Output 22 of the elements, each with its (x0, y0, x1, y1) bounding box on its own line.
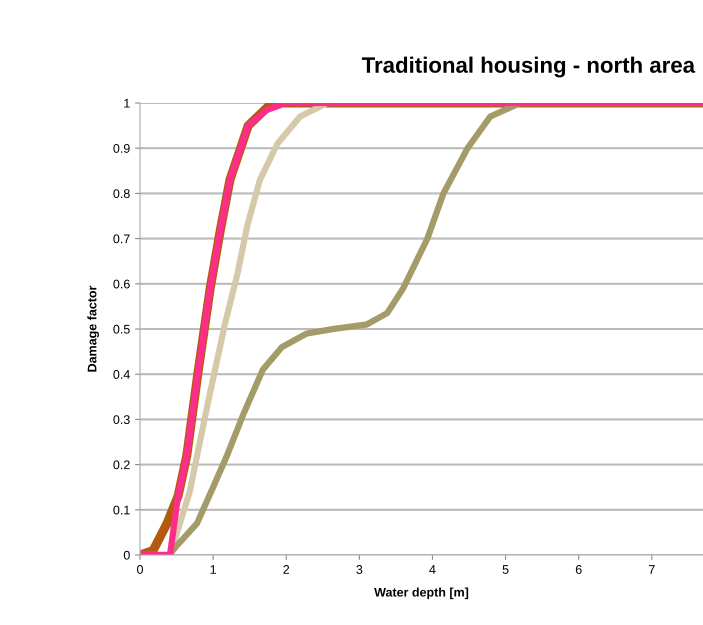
y-tick-label: 0.3 (113, 415, 130, 424)
x-tick-label: 6 (576, 565, 582, 574)
x-axis-title: Water depth [m] (374, 587, 468, 600)
x-tick-label: 1 (210, 565, 216, 574)
x-tick-label: 2 (283, 565, 290, 574)
x-tick-label: 4 (429, 565, 436, 574)
x-tick-label: 3 (356, 565, 362, 574)
y-tick-label: 0 (124, 550, 130, 560)
y-tick-label: 0.8 (113, 189, 130, 198)
y-tick-label: 0.9 (113, 144, 130, 153)
x-tick-label: 7 (648, 565, 655, 574)
y-tick-label: 0.4 (113, 370, 130, 379)
y-tick-label: 0.1 (113, 506, 130, 514)
chart-title: Traditional housing - north area (362, 56, 696, 78)
y-tick-label: 0.6 (113, 280, 130, 288)
x-tick-label: 0 (137, 565, 143, 574)
y-axis-title: Damage factor (87, 286, 100, 372)
y-tick-label: 0.7 (113, 234, 130, 244)
y-tick-label: 0.2 (113, 460, 130, 470)
x-tick-label: 5 (502, 565, 509, 574)
y-tick-label: 0.5 (113, 324, 130, 334)
y-tick-label: 1 (124, 98, 130, 108)
